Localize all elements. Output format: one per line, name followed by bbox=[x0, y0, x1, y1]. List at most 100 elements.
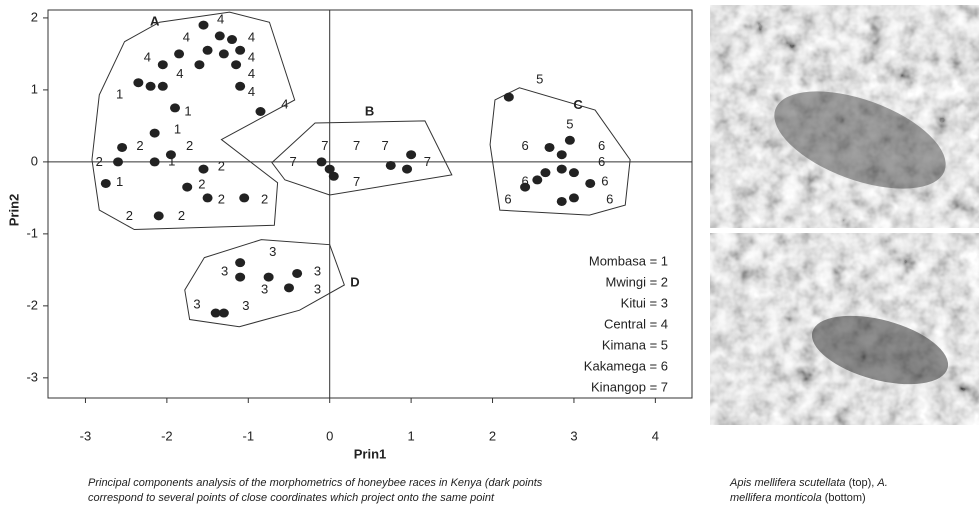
point-label: 6 bbox=[598, 154, 605, 169]
caption-text: (top), bbox=[846, 477, 878, 489]
dark-point bbox=[540, 168, 551, 178]
dark-point bbox=[210, 308, 221, 318]
dark-point bbox=[503, 92, 514, 102]
point-label: 7 bbox=[381, 138, 388, 153]
group-hull bbox=[489, 87, 631, 216]
dark-point bbox=[585, 178, 596, 188]
legend-entry: Central = 4 bbox=[604, 316, 668, 331]
point-label: 4 bbox=[183, 30, 190, 45]
dark-point bbox=[153, 211, 164, 221]
dark-point bbox=[544, 142, 555, 152]
dark-point bbox=[235, 258, 246, 268]
group-hull bbox=[271, 120, 453, 196]
dark-point bbox=[214, 31, 225, 41]
point-label: 4 bbox=[176, 66, 183, 81]
point-label: 7 bbox=[321, 138, 328, 153]
dark-point bbox=[157, 81, 168, 91]
dark-point bbox=[218, 49, 229, 59]
dark-point bbox=[239, 193, 250, 203]
caption-line: mellifera monticola (bottom) bbox=[730, 492, 866, 504]
photo-bee bbox=[774, 91, 946, 189]
dark-point bbox=[202, 45, 213, 55]
dark-point bbox=[227, 35, 237, 45]
point-label: 2 bbox=[218, 158, 225, 173]
caption-text: A. bbox=[876, 477, 887, 489]
caption-text: (bottom) bbox=[822, 492, 866, 504]
dark-point bbox=[231, 60, 242, 70]
point-label: 3 bbox=[269, 244, 276, 259]
dark-point bbox=[198, 20, 209, 30]
point-label: 2 bbox=[198, 176, 205, 191]
point-label: 1 bbox=[174, 122, 181, 137]
point-label: 2 bbox=[178, 208, 185, 223]
legend-entry: Kitui = 3 bbox=[621, 295, 668, 310]
point-label: 4 bbox=[248, 84, 255, 99]
dark-point bbox=[255, 106, 266, 116]
group-label: B bbox=[365, 104, 374, 119]
dark-point bbox=[133, 78, 144, 88]
dark-point bbox=[149, 128, 160, 138]
dark-point bbox=[520, 182, 531, 192]
x-tick-label: 1 bbox=[407, 428, 414, 443]
dark-point bbox=[568, 168, 579, 178]
point-label: 2 bbox=[261, 191, 268, 206]
group-hull bbox=[91, 11, 296, 231]
y-tick-label: 1 bbox=[31, 81, 38, 96]
group-hull bbox=[184, 239, 345, 328]
x-tick-label: -2 bbox=[161, 428, 173, 443]
x-tick-label: -1 bbox=[243, 428, 255, 443]
dark-point bbox=[328, 171, 339, 181]
photo-bee bbox=[811, 315, 949, 385]
caption-line: Apis mellifera scutellata (top), A. bbox=[729, 477, 888, 489]
legend-entry: Kakamega = 6 bbox=[584, 358, 668, 373]
point-label: 3 bbox=[242, 298, 249, 313]
dark-point bbox=[157, 60, 168, 70]
x-tick-label: 0 bbox=[326, 428, 333, 443]
point-label: 3 bbox=[221, 263, 228, 278]
point-label: 2 bbox=[96, 154, 103, 169]
dark-point bbox=[316, 157, 327, 167]
point-label: 4 bbox=[144, 50, 151, 65]
point-label: 6 bbox=[521, 138, 528, 153]
dark-point bbox=[532, 175, 543, 185]
x-axis-label: Prin1 bbox=[354, 446, 387, 461]
point-label: 3 bbox=[193, 297, 200, 312]
dark-point bbox=[568, 193, 579, 203]
dark-point bbox=[218, 308, 229, 318]
dark-point bbox=[564, 135, 575, 145]
point-label: 5 bbox=[566, 117, 573, 132]
point-label: 1 bbox=[116, 86, 123, 101]
x-tick-label: -3 bbox=[80, 428, 92, 443]
y-tick-label: -3 bbox=[26, 369, 38, 384]
point-label: 4 bbox=[248, 50, 255, 65]
dark-point bbox=[117, 142, 128, 152]
caption-text: Principal components analysis of the mor… bbox=[88, 477, 543, 489]
dark-point bbox=[235, 45, 246, 55]
point-label: 7 bbox=[289, 154, 296, 169]
y-tick-label: 2 bbox=[31, 9, 38, 24]
legend-entry: Mwingi = 2 bbox=[606, 274, 669, 289]
dark-point bbox=[145, 81, 156, 91]
dark-point bbox=[174, 49, 185, 59]
dark-point bbox=[292, 268, 303, 278]
point-label: 2 bbox=[218, 191, 225, 206]
dark-point bbox=[556, 196, 567, 206]
y-axis-label: Prin2 bbox=[6, 194, 21, 227]
group-label: D bbox=[350, 274, 359, 289]
caption-line: correspond to several points of close co… bbox=[88, 492, 495, 504]
point-label: 2 bbox=[186, 138, 193, 153]
dark-point bbox=[165, 150, 176, 160]
point-label: 4 bbox=[248, 30, 255, 45]
point-label: 2 bbox=[136, 138, 143, 153]
group-label: C bbox=[573, 97, 583, 112]
point-label: 6 bbox=[598, 138, 605, 153]
caption-text: mellifera monticola bbox=[730, 492, 822, 504]
dark-point bbox=[113, 157, 124, 167]
point-label: 5 bbox=[536, 71, 543, 86]
dark-point bbox=[283, 283, 294, 293]
x-tick-label: 2 bbox=[489, 428, 496, 443]
dark-point bbox=[385, 160, 396, 170]
point-label: 6 bbox=[601, 173, 608, 188]
dark-point bbox=[194, 60, 205, 70]
